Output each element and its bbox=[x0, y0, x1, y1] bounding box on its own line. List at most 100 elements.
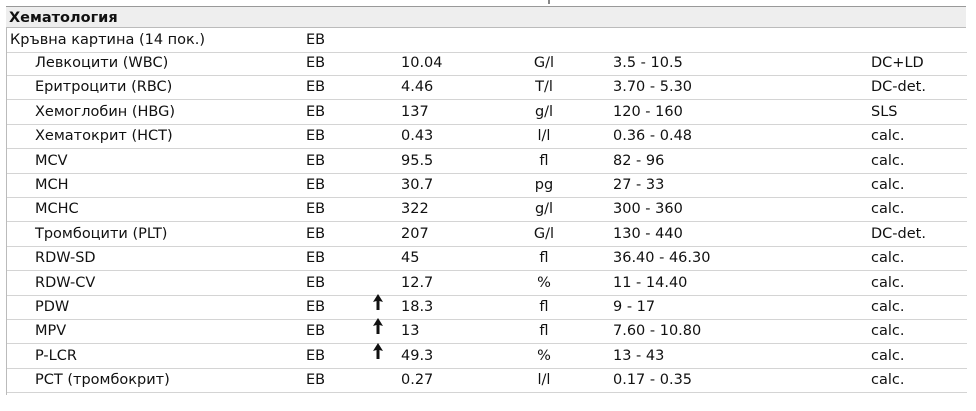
result-value: 18.3 bbox=[401, 299, 434, 315]
result-value: 49.3 bbox=[401, 347, 434, 364]
unit: fl bbox=[539, 323, 549, 340]
method: calc. bbox=[871, 250, 905, 267]
method: DC-det. bbox=[871, 225, 926, 242]
high-flag bbox=[373, 343, 383, 359]
reference-range: 3.5 - 10.5 bbox=[613, 55, 683, 71]
method: calc. bbox=[871, 128, 905, 145]
result-row: Хематокрит (HCT) ЕВ 0.43 l/l 0.36 - 0.48 calc… bbox=[7, 124, 967, 150]
result-row: RDW-SD ЕВ 45 fl 36.40 - 46.30 calc. bbox=[7, 246, 967, 272]
test-name: Хематокрит (HCT) bbox=[35, 128, 173, 145]
result-row: PDW ЕВ 18.3 fl 9 - 17 calc. bbox=[7, 295, 967, 320]
result-row: Тромбоцити (PLT) ЕВ 207 G/l 130 - 440 DC-det. bbox=[7, 222, 967, 247]
test-name: RDW-CV bbox=[35, 274, 96, 291]
reference-range: 300 - 360 bbox=[613, 201, 683, 218]
reference-range: 82 - 96 bbox=[613, 152, 665, 169]
source: ЕВ bbox=[306, 372, 326, 389]
source: ЕВ bbox=[306, 128, 326, 145]
method: calc. bbox=[871, 323, 905, 340]
test-name: MCH bbox=[35, 177, 69, 193]
high-flag bbox=[373, 318, 383, 334]
test-name: Левкоцити (WBC) bbox=[35, 55, 169, 71]
reference-range: 0.36 - 0.48 bbox=[613, 128, 693, 145]
result-value: 13 bbox=[401, 323, 420, 340]
result-row: Левкоцити (WBC) ЕВ 10.04 G/l 3.5 - 10.5 DC+LD bbox=[7, 51, 967, 76]
unit: fl bbox=[539, 250, 549, 267]
method: DC+LD bbox=[871, 55, 924, 71]
result-value: 30.7 bbox=[401, 177, 434, 193]
result-value: 12.7 bbox=[401, 274, 434, 291]
result-value: 4.46 bbox=[401, 79, 434, 96]
test-name: Еритроцити (RBC) bbox=[35, 79, 173, 96]
section-header: Хематология bbox=[6, 6, 966, 28]
reference-range: 27 - 33 bbox=[613, 177, 665, 193]
result-value: 0.43 bbox=[401, 128, 434, 145]
result-value: 10.04 bbox=[401, 55, 443, 71]
source: ЕВ bbox=[306, 152, 326, 169]
group-source: ЕВ bbox=[306, 32, 326, 48]
result-row: MCHC ЕВ 322 g/l 300 - 360 calc. bbox=[7, 197, 967, 223]
result-row: MPV ЕВ 13 fl 7.60 - 10.80 calc. bbox=[7, 319, 967, 345]
reference-range: 11 - 14.40 bbox=[613, 274, 688, 291]
source: ЕВ bbox=[306, 274, 326, 291]
source: ЕВ bbox=[306, 225, 326, 242]
unit: fl bbox=[539, 299, 549, 315]
test-name: Тромбоцити (PLT) bbox=[35, 225, 168, 242]
result-row: Хемоглобин (HBG) ЕВ 137 g/l 120 - 160 SLS bbox=[7, 100, 967, 125]
unit: G/l bbox=[533, 55, 555, 71]
unit: l/l bbox=[537, 372, 551, 389]
reference-range: 36.40 - 46.30 bbox=[613, 250, 711, 267]
group-row: Кръвна картина (14 пок.) ЕВ bbox=[7, 28, 967, 53]
test-name: RDW-SD bbox=[35, 250, 96, 267]
test-name: MCHC bbox=[35, 201, 79, 218]
unit: l/l bbox=[537, 128, 551, 145]
high-flag bbox=[373, 294, 383, 310]
unit: % bbox=[537, 347, 551, 364]
result-row: MCH ЕВ 30.7 pg 27 - 33 calc. bbox=[7, 173, 967, 198]
source: ЕВ bbox=[306, 55, 326, 71]
source: ЕВ bbox=[306, 201, 326, 218]
result-value: 137 bbox=[401, 103, 429, 120]
source: ЕВ bbox=[306, 323, 326, 340]
unit: pg bbox=[534, 177, 554, 193]
method: calc. bbox=[871, 347, 905, 364]
method: calc. bbox=[871, 201, 905, 218]
method: DC-det. bbox=[871, 79, 926, 96]
unit: fl bbox=[539, 152, 549, 169]
test-name: PDW bbox=[35, 299, 70, 315]
result-value: 322 bbox=[401, 201, 429, 218]
method: calc. bbox=[871, 177, 905, 193]
unit: g/l bbox=[534, 201, 554, 218]
test-name: Хемоглобин (HBG) bbox=[35, 103, 176, 120]
test-name: P-LCR bbox=[35, 347, 77, 364]
method: calc. bbox=[871, 274, 905, 291]
reference-range: 3.70 - 5.30 bbox=[613, 79, 693, 96]
source: ЕВ bbox=[306, 177, 326, 193]
result-row: MCV ЕВ 95.5 fl 82 - 96 calc. bbox=[7, 149, 967, 174]
reference-range: 0.17 - 0.35 bbox=[613, 372, 693, 389]
reference-range: 120 - 160 bbox=[613, 103, 683, 120]
cut-mark bbox=[548, 0, 550, 4]
unit: T/l bbox=[535, 79, 553, 96]
unit: G/l bbox=[533, 225, 555, 242]
method: calc. bbox=[871, 299, 905, 315]
unit: % bbox=[537, 274, 551, 291]
result-value: 95.5 bbox=[401, 152, 434, 169]
method: SLS bbox=[871, 103, 898, 120]
test-name: MCV bbox=[35, 152, 68, 169]
source: ЕВ bbox=[306, 250, 326, 267]
results-table: Кръвна картина (14 пок.) ЕВ Левкоцити (W… bbox=[6, 28, 967, 395]
source: ЕВ bbox=[306, 347, 326, 364]
unit: g/l bbox=[534, 103, 554, 120]
method: calc. bbox=[871, 372, 905, 389]
result-row: RDW-CV ЕВ 12.7% 11 - 14.40 calc. bbox=[7, 271, 967, 296]
source: ЕВ bbox=[306, 79, 326, 96]
result-row: PCT (тромбокрит) ЕВ 0.27 l/l 0.17 - 0.35 calc… bbox=[7, 368, 967, 394]
reference-range: 13 - 43 bbox=[613, 347, 665, 364]
method: calc. bbox=[871, 152, 905, 169]
test-name: PCT (тромбокрит) bbox=[35, 372, 170, 389]
reference-range: 7.60 - 10.80 bbox=[613, 323, 702, 340]
reference-range: 9 - 17 bbox=[613, 299, 656, 315]
result-value: 45 bbox=[401, 250, 420, 267]
result-row: P-LCR ЕВ 49.3% 13 - 43 calc. bbox=[7, 344, 967, 369]
